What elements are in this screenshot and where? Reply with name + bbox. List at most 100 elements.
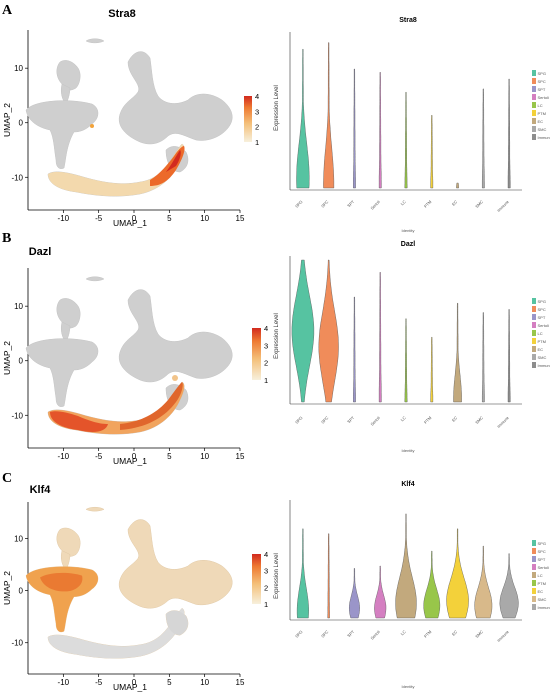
violin-x-label: Identity — [402, 228, 415, 233]
legend-swatch — [532, 596, 536, 602]
legend-label: Sertoli — [538, 565, 549, 570]
legend-label: SMC — [538, 355, 547, 360]
x-tick-label: -5 — [95, 452, 103, 461]
violin-ec — [456, 182, 459, 189]
legend-swatch — [532, 540, 536, 546]
legend-label: SPT — [538, 557, 546, 562]
x-tick-label: -5 — [95, 678, 103, 687]
legend-swatch — [532, 134, 536, 140]
legend-swatch — [532, 118, 536, 124]
category-label: SPC — [320, 629, 329, 638]
legend-swatch — [532, 102, 536, 108]
y-tick-label: 10 — [14, 64, 23, 73]
x-tick-label: -10 — [58, 214, 70, 223]
category-label: SPT — [346, 199, 355, 208]
category-label: SMC — [474, 415, 484, 425]
violin-x-label: Identity — [402, 448, 415, 453]
legend-label: Immune — [538, 605, 550, 610]
x-axis-label: UMAP_1 — [113, 456, 147, 466]
colorbar-tick-label: 4 — [255, 92, 259, 101]
umap-title: Stra8 — [108, 8, 136, 20]
legend-label: EC — [538, 347, 544, 352]
category-label: SPT — [346, 629, 355, 638]
panel-label-b: B — [2, 231, 11, 246]
y-axis-label: UMAP_2 — [2, 571, 12, 605]
x-tick-label: -10 — [58, 452, 70, 461]
violin-title: Dazl — [401, 241, 415, 248]
category-label: LC — [400, 199, 407, 206]
violin-immune — [499, 553, 519, 619]
legend-swatch — [532, 298, 536, 304]
umap-panel-klf4: Klf4 -10 -5 0 5 10 15 -10 0 10 UMAP_1 UMAP_2 1 2… — [2, 484, 268, 692]
legend-swatch — [532, 322, 536, 328]
colorbar-tick-label: 3 — [255, 107, 259, 116]
colorbar-tick-label: 3 — [264, 567, 268, 576]
x-tick-label: 5 — [167, 214, 172, 223]
violin-title: Klf4 — [401, 481, 414, 488]
violin-spg — [296, 49, 310, 189]
legend-swatch — [532, 86, 536, 92]
legend-swatch — [532, 126, 536, 132]
legend-label: SPT — [538, 315, 546, 320]
y-tick-label: 10 — [14, 534, 23, 543]
x-tick-label: 5 — [167, 678, 172, 687]
violin-spt — [348, 568, 360, 619]
x-tick-label: 0 — [132, 452, 137, 461]
category-label: SPG — [294, 199, 304, 209]
category-label: Immune — [496, 629, 510, 643]
legend-label: SPC — [538, 307, 546, 312]
legend-label: SPC — [538, 549, 546, 554]
violin-lc — [395, 513, 417, 619]
category-label: PTM — [423, 415, 433, 425]
legend-label: LC — [538, 331, 543, 336]
legend-swatch — [532, 548, 536, 554]
colorbar-tick-label: 3 — [264, 341, 268, 350]
violins — [296, 513, 519, 619]
category-label: SMC — [474, 629, 484, 639]
category-label: SPT — [346, 415, 355, 424]
y-tick-label: 10 — [14, 302, 23, 311]
legend-label: PTM — [538, 339, 546, 344]
y-ticks: -10 0 10 — [11, 534, 28, 648]
legend-label: Immune — [538, 363, 550, 368]
violin-spc — [327, 533, 330, 619]
violin-ptm — [423, 550, 441, 619]
umap-expression-highlight — [48, 375, 185, 435]
violin-immune — [507, 78, 511, 189]
x-axis-label: UMAP_1 — [113, 682, 147, 692]
legend-swatch — [532, 94, 536, 100]
x-ticks: -10 -5 0 5 10 15 — [58, 448, 245, 461]
colorbar-tick-label: 2 — [264, 583, 268, 592]
category-label: Sertoli — [369, 199, 381, 211]
x-tick-label: 5 — [167, 452, 172, 461]
category-label: Immune — [496, 199, 510, 213]
violin-ec — [453, 303, 462, 403]
umap-panel-dazl: Dazl -10 -5 0 5 10 15 -10 0 10 UMAP_1 UMAP_2 1 2… — [2, 246, 268, 466]
violin-spt — [353, 296, 356, 403]
legend-label: SPG — [538, 541, 546, 546]
legend-label: LC — [538, 573, 543, 578]
x-tick-label: -10 — [58, 678, 70, 687]
legend-label: Sertoli — [538, 323, 549, 328]
legend-swatch — [532, 70, 536, 76]
colorbar-tick-label: 4 — [264, 550, 268, 559]
violin-spc — [318, 259, 339, 403]
category-label: Sertoli — [369, 415, 381, 427]
legend-label: SPT — [538, 87, 546, 92]
violin-smc — [482, 88, 485, 189]
violin-lc — [404, 92, 408, 189]
x-ticks: -10 -5 0 5 10 15 — [58, 674, 245, 687]
violin-sertoli — [378, 72, 382, 189]
x-tick-label: 15 — [236, 452, 245, 461]
category-label: Immune — [496, 415, 510, 429]
y-ticks: -10 0 10 — [11, 302, 28, 420]
violin-y-label: Expression Level — [274, 85, 280, 131]
colorbar: 1 2 3 4 — [252, 550, 268, 609]
umap-panel-stra8: Stra8 -10 -5 0 5 10 15 -10 0 10 UMAP_1 UMAP_2 1… — [2, 8, 259, 228]
legend-swatch — [532, 604, 536, 610]
category-label: SPG — [294, 629, 304, 639]
legend-swatch — [532, 110, 536, 116]
umap-title: Dazl — [29, 246, 52, 258]
umap-title: Klf4 — [30, 484, 52, 496]
legend-label: SPC — [538, 79, 546, 84]
